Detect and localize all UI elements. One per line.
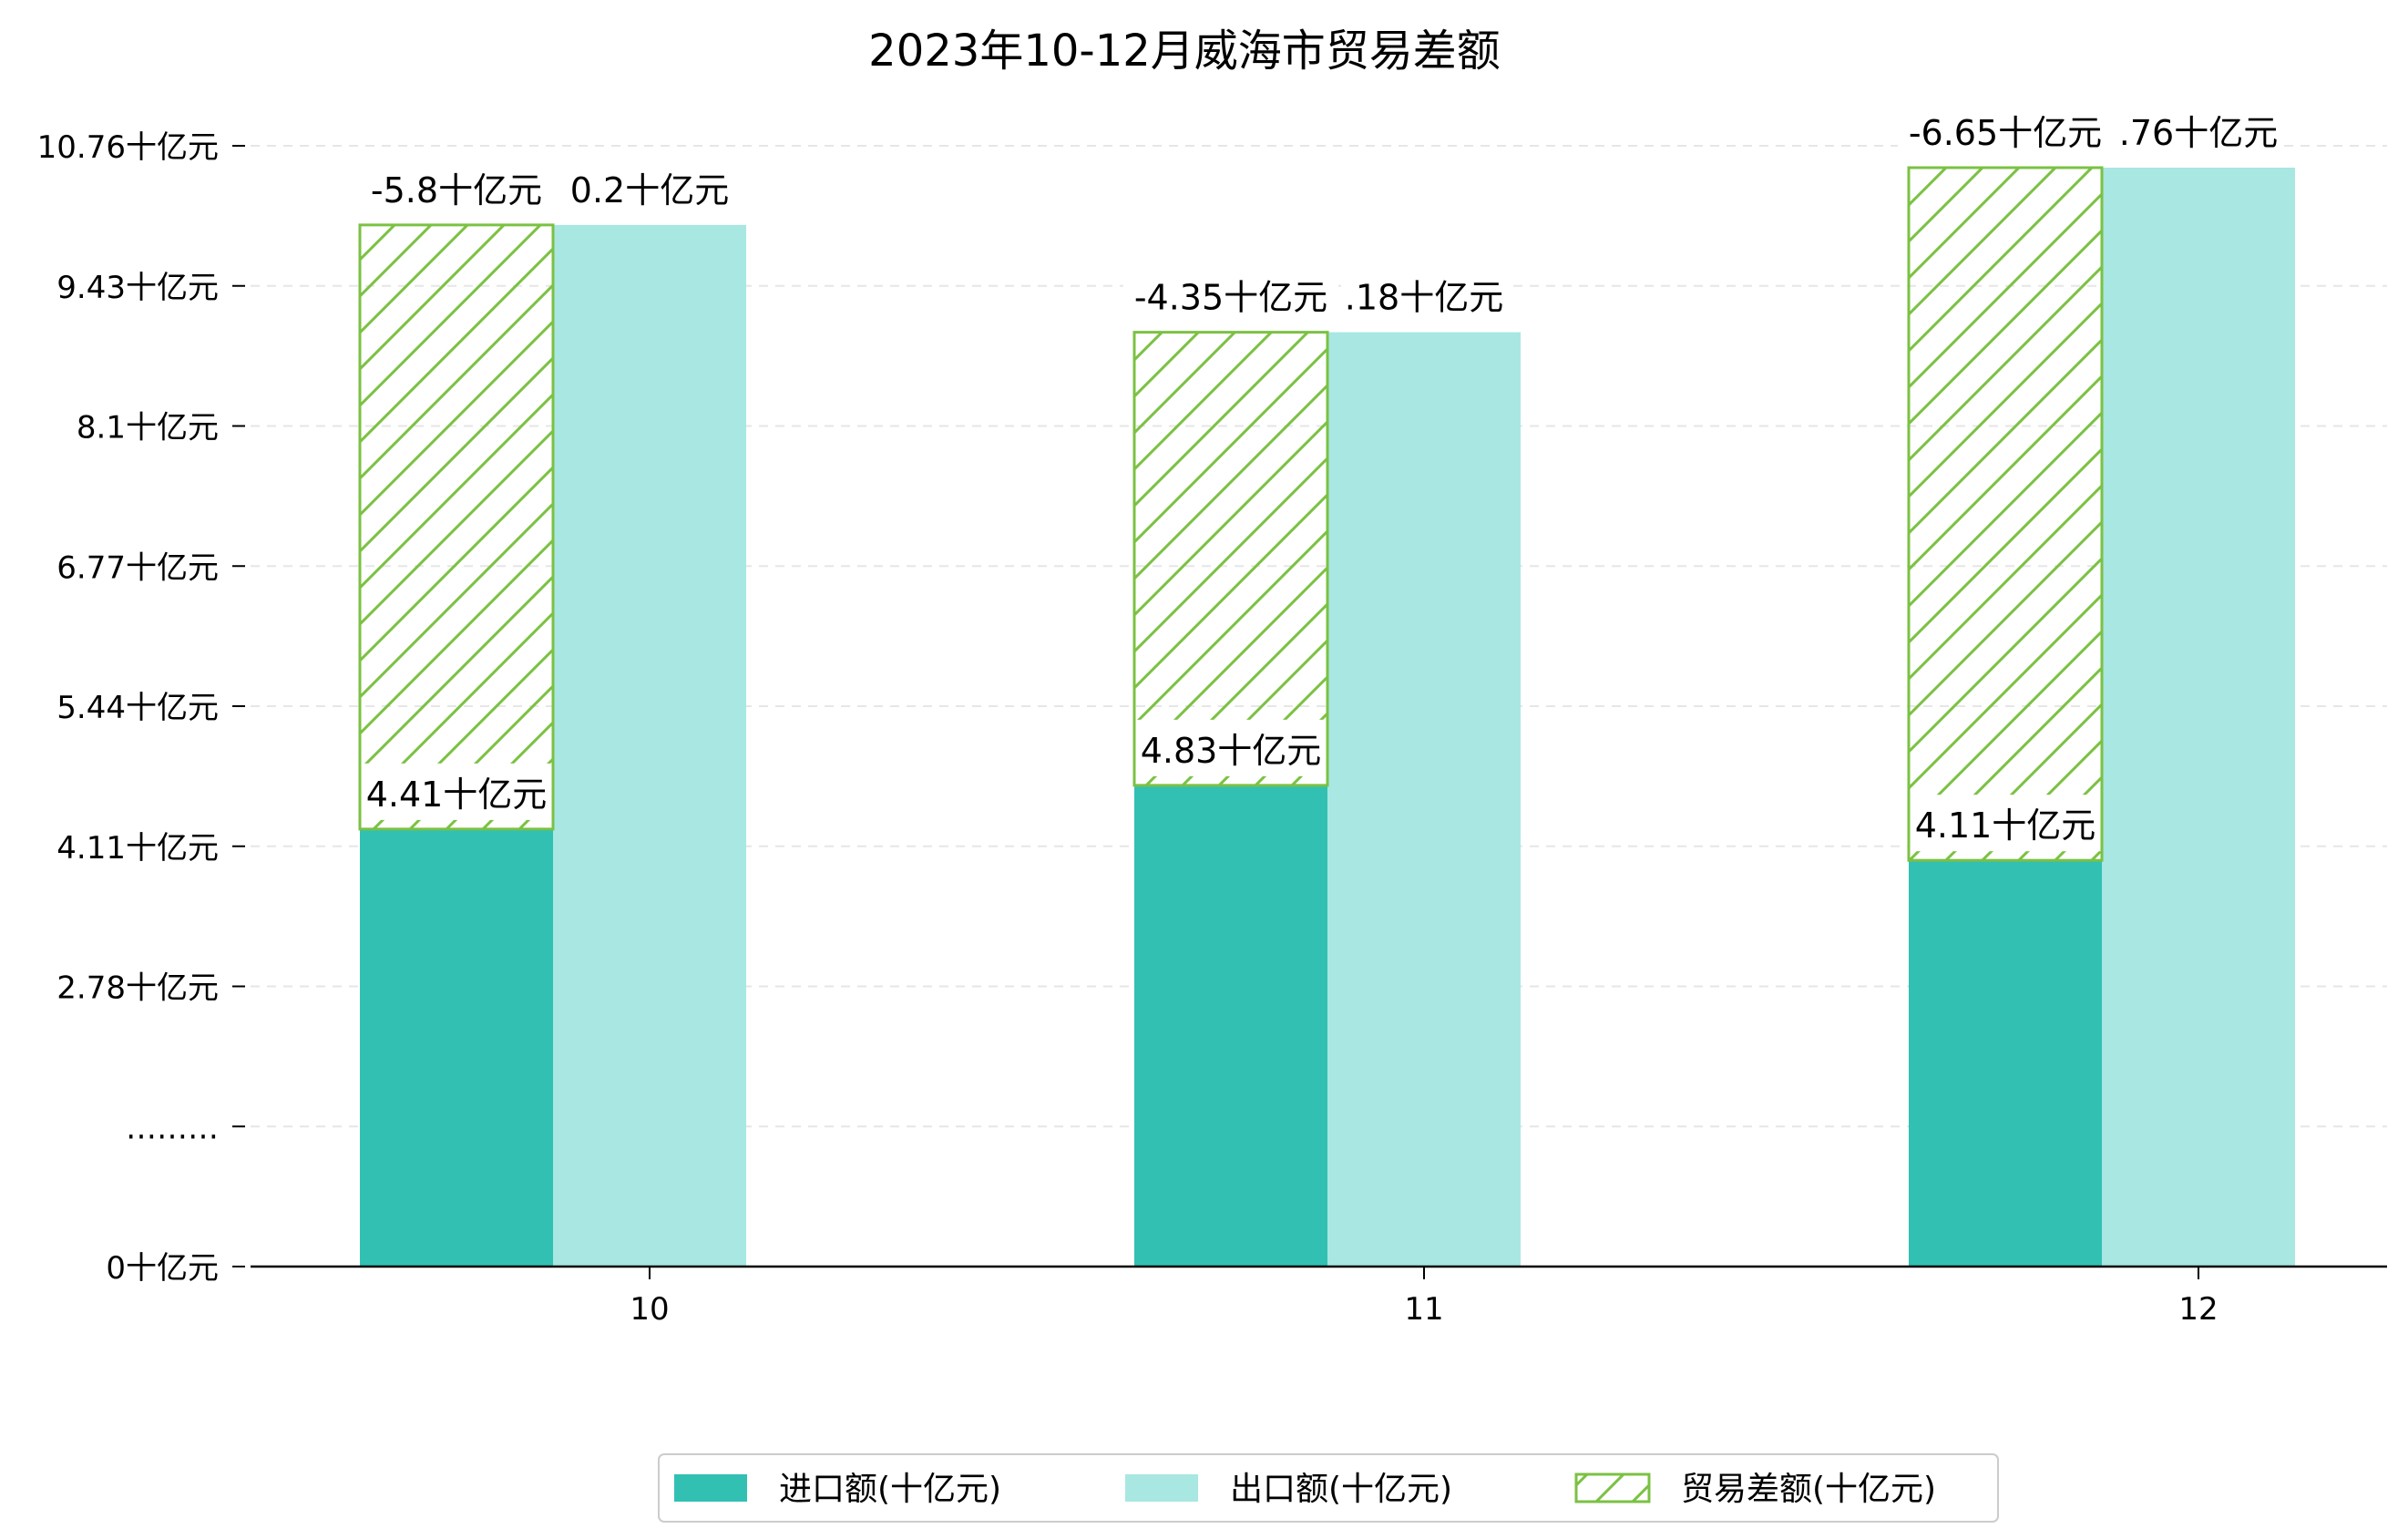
y-tick-label: 0十亿元 — [106, 1250, 219, 1287]
x-tick-label: 12 — [2178, 1291, 2218, 1328]
import-value-label-bg — [1135, 719, 1327, 776]
balance-value-label: -4.35十亿元 — [1134, 278, 1327, 318]
y-tick-label: ……… — [126, 1110, 219, 1146]
legend-item-import-swatch — [674, 1474, 747, 1502]
balance-bar — [1132, 331, 1329, 787]
legend-item-balance-swatch — [1574, 1472, 1651, 1503]
export-value-label-bg — [1341, 266, 1507, 323]
import-value-label: 4.11十亿元 — [1915, 805, 2096, 846]
y-tick-label: 9.43十亿元 — [56, 270, 219, 306]
export-bar — [553, 224, 746, 1267]
balance-bar — [358, 223, 555, 831]
balance-bar — [1907, 166, 2104, 862]
y-tick-label: 10.76十亿元 — [37, 129, 219, 166]
legend-box — [658, 1453, 1999, 1523]
export-value-label: 0.2十亿元 — [570, 170, 729, 210]
import-value-label: 4.83十亿元 — [1141, 731, 1322, 771]
export-value-label: .76十亿元 — [2119, 113, 2278, 153]
legend-item-import-label: 进口额(十亿元) — [779, 1471, 1001, 1508]
export-value-label: .18十亿元 — [1345, 278, 1503, 318]
import-bar — [1134, 785, 1327, 1267]
export-bar — [1327, 332, 1521, 1267]
y-tick-label: 5.44十亿元 — [56, 690, 219, 726]
import-bar — [1909, 860, 2102, 1267]
import-value-label-bg — [361, 763, 552, 820]
import-bar — [360, 828, 553, 1267]
legend-item-export-swatch — [1125, 1474, 1198, 1502]
y-tick-label: 2.78十亿元 — [56, 970, 219, 1007]
x-tick-label: 10 — [630, 1291, 669, 1328]
chart-title: 2023年10-12月威海市贸易差额 — [868, 26, 1501, 77]
export-bar — [2102, 168, 2295, 1267]
import-value-label: 4.41十亿元 — [366, 775, 548, 815]
export-value-label-bg — [567, 159, 733, 216]
legend: 进口额(十亿元) 出口额(十亿元) 贸易差额(十亿元) — [658, 1453, 1999, 1523]
y-tick-label: 8.1十亿元 — [77, 410, 219, 446]
balance-value-label-bg — [1123, 266, 1338, 323]
import-value-label-bg — [1910, 795, 2101, 852]
balance-value-label: -6.65十亿元 — [1909, 113, 2102, 153]
legend-item-balance-label: 贸易差额(十亿元) — [1681, 1471, 1936, 1508]
export-value-label-bg — [2116, 102, 2281, 159]
legend-item-export-label: 出口额(十亿元) — [1230, 1471, 1452, 1508]
x-tick-label: 11 — [1404, 1291, 1443, 1328]
balance-value-label: -5.8十亿元 — [371, 170, 542, 210]
balance-value-label-bg — [1898, 102, 2113, 159]
y-tick-label: 6.77十亿元 — [56, 549, 219, 586]
balance-value-label-bg — [361, 159, 552, 216]
y-tick-label: 4.11十亿元 — [56, 830, 219, 867]
